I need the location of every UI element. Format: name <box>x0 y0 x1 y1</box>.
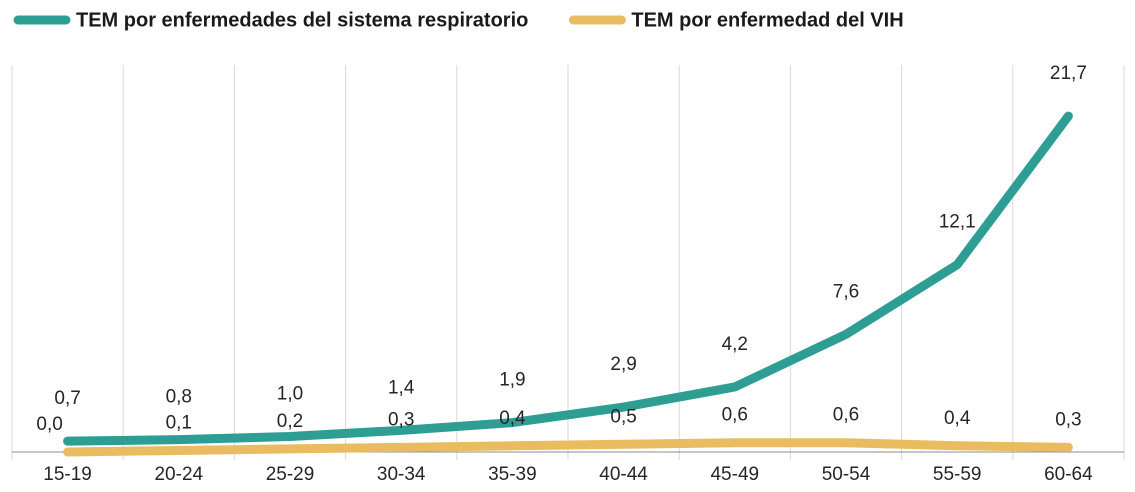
x-tick-label: 45-49 <box>710 464 759 485</box>
data-label: 0,8 <box>166 387 192 408</box>
x-tick-label: 40-44 <box>599 464 648 485</box>
data-label: 2,9 <box>610 354 636 375</box>
x-tick-label: 30-34 <box>377 464 426 485</box>
x-tick-label: 25-29 <box>266 464 315 485</box>
data-label: 4,2 <box>722 334 748 355</box>
data-label: 1,0 <box>277 384 303 405</box>
x-tick-label: 20-24 <box>154 464 203 485</box>
x-tick-label: 15-19 <box>43 464 92 485</box>
data-label: 7,6 <box>833 281 859 302</box>
data-label: 0,6 <box>833 405 859 426</box>
series-line <box>63 438 1073 457</box>
data-label: 1,4 <box>388 377 415 398</box>
data-label: 0,5 <box>610 406 636 427</box>
legend-label: TEM por enfermedad del VIH <box>631 9 903 31</box>
data-label: 0,2 <box>277 411 303 432</box>
data-label: 21,7 <box>1050 63 1087 84</box>
data-label: 1,9 <box>499 370 525 391</box>
legend-label: TEM por enfermedades del sistema respira… <box>76 9 528 31</box>
x-tick-label: 55-59 <box>933 464 982 485</box>
data-label: 12,1 <box>939 212 976 233</box>
x-tick-label: 60-64 <box>1044 464 1093 485</box>
data-label: 0,7 <box>54 388 80 409</box>
data-label: 0,3 <box>1055 409 1081 430</box>
data-label: 0,4 <box>499 408 526 429</box>
data-label: 0,6 <box>722 405 748 426</box>
x-tick-label: 35-39 <box>488 464 537 485</box>
data-label: 0,0 <box>36 414 62 435</box>
data-label: 0,4 <box>944 408 971 429</box>
x-tick-label: 50-54 <box>822 464 871 485</box>
data-label: 0,3 <box>388 409 414 430</box>
data-label: 0,1 <box>166 412 192 433</box>
series-line <box>63 111 1073 446</box>
